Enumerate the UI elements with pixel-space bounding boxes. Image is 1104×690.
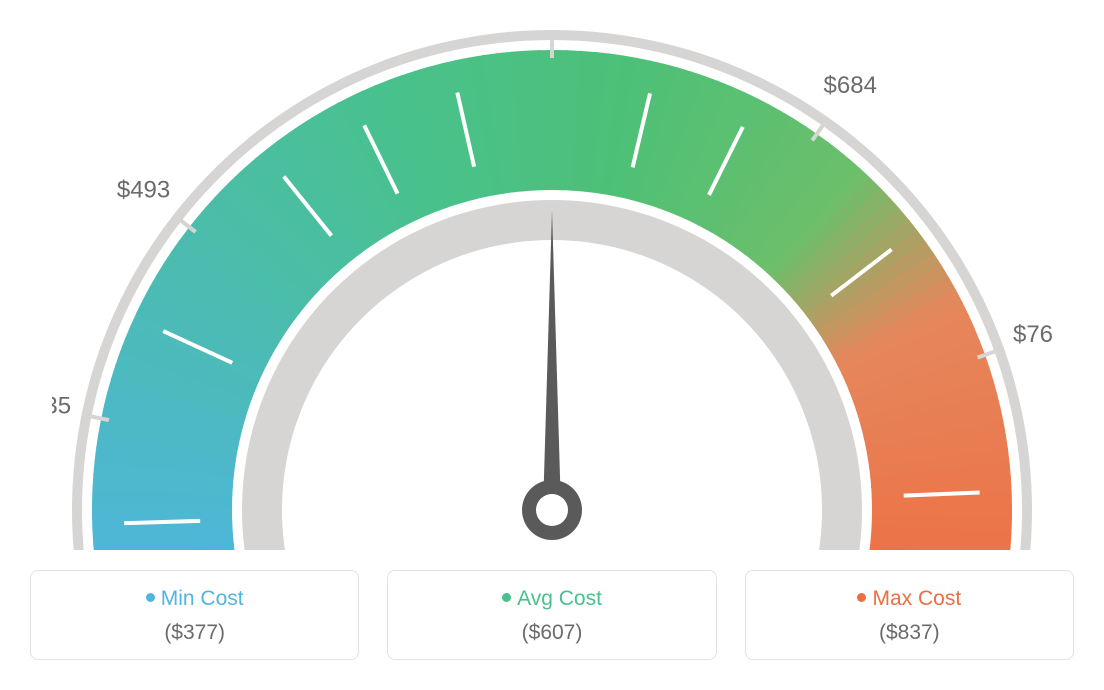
legend-value-avg: ($607): [398, 621, 705, 645]
svg-text:$435: $435: [52, 392, 71, 419]
svg-text:$684: $684: [824, 72, 877, 99]
legend-card-min: Min Cost ($377): [30, 570, 359, 660]
legend-label: Min Cost: [161, 587, 244, 610]
legend-title-max: Max Cost: [756, 587, 1063, 611]
legend-row: Min Cost ($377) Avg Cost ($607) Max Cost…: [0, 570, 1104, 660]
legend-value-max: ($837): [756, 621, 1063, 645]
legend-card-avg: Avg Cost ($607): [387, 570, 716, 660]
dot-icon: [502, 593, 511, 602]
gauge-svg: $377$435$493$607$684$761$837: [52, 10, 1052, 550]
dot-icon: [857, 593, 866, 602]
legend-label: Avg Cost: [517, 587, 602, 610]
svg-text:$761: $761: [1013, 321, 1052, 348]
legend-label: Max Cost: [872, 587, 961, 610]
legend-value-min: ($377): [41, 621, 348, 645]
legend-card-max: Max Cost ($837): [745, 570, 1074, 660]
legend-title-min: Min Cost: [41, 587, 348, 611]
svg-text:$493: $493: [117, 177, 170, 204]
legend-title-avg: Avg Cost: [398, 587, 705, 611]
dot-icon: [146, 593, 155, 602]
gauge-chart: $377$435$493$607$684$761$837: [0, 0, 1104, 560]
